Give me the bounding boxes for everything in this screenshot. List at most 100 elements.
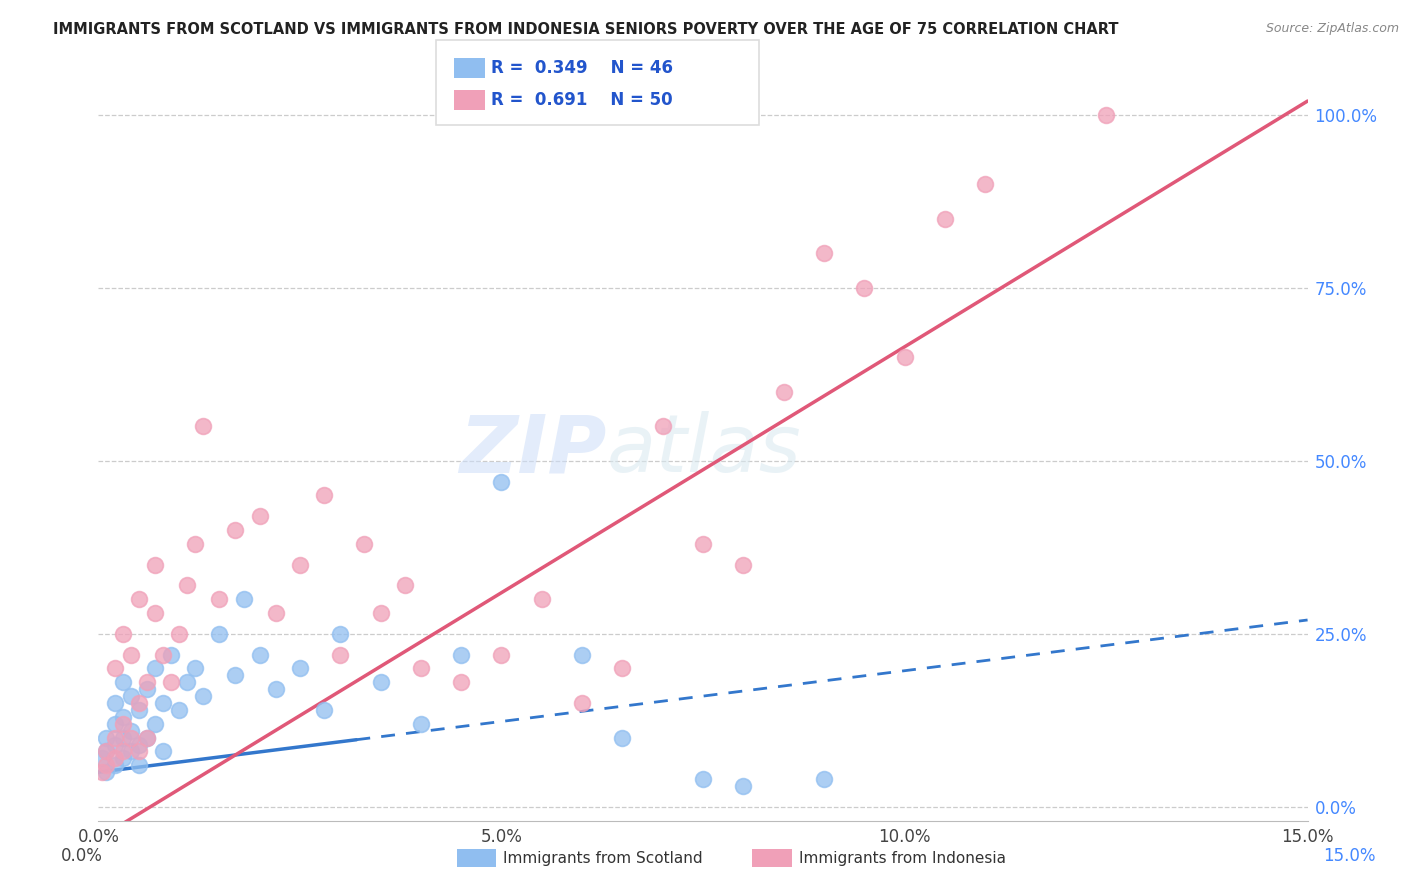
Point [128,592,150,607]
Point [491,475,513,489]
Point [450,675,472,690]
Point [111,716,134,731]
Point [103,731,125,745]
Point [974,177,997,191]
Point [612,731,634,745]
Point [692,772,714,786]
Point [167,627,190,641]
Point [224,668,246,682]
Point [288,661,311,675]
Point [370,675,392,690]
Text: Immigrants from Indonesia: Immigrants from Indonesia [799,851,1005,865]
Point [224,523,246,537]
Point [651,419,673,434]
Point [160,675,183,690]
Point [571,648,593,662]
Point [176,578,198,592]
Point [370,606,392,620]
Point [853,281,876,295]
Text: atlas: atlas [606,411,801,490]
Point [96,731,118,745]
Point [176,675,198,690]
Text: Immigrants from Scotland: Immigrants from Scotland [503,851,703,865]
Point [135,682,157,697]
Point [128,744,150,758]
Point [143,661,166,675]
Point [1095,108,1118,122]
Point [96,744,118,758]
Point [208,627,231,641]
Point [612,661,634,675]
Point [184,537,207,551]
Point [135,675,157,690]
Point [111,751,134,765]
Point [128,738,150,752]
Point [91,751,114,765]
Point [409,661,432,675]
Point [120,689,142,703]
Text: ZIP: ZIP [458,411,606,490]
Point [128,758,150,772]
Text: Source: ZipAtlas.com: Source: ZipAtlas.com [1265,22,1399,36]
Point [733,558,755,572]
Text: IMMIGRANTS FROM SCOTLAND VS IMMIGRANTS FROM INDONESIA SENIORS POVERTY OVER THE A: IMMIGRANTS FROM SCOTLAND VS IMMIGRANTS F… [53,22,1119,37]
Point [111,675,134,690]
Point [143,606,166,620]
Point [120,723,142,738]
Point [167,703,190,717]
Point [103,696,125,710]
Point [450,648,472,662]
Point [249,648,271,662]
Point [288,558,311,572]
Point [96,758,118,772]
Point [394,578,416,592]
Point [249,509,271,524]
Point [103,738,125,752]
Text: 0.0%: 0.0% [60,847,103,865]
Point [152,648,174,662]
Point [314,488,336,502]
Point [571,696,593,710]
Text: R =  0.691    N = 50: R = 0.691 N = 50 [491,91,672,109]
Point [111,627,134,641]
Point [813,246,835,260]
Point [128,696,150,710]
Point [143,716,166,731]
Point [103,716,125,731]
Point [193,419,215,434]
Point [314,703,336,717]
Point [208,592,231,607]
Point [111,710,134,724]
Point [120,744,142,758]
Point [264,682,287,697]
Point [232,592,254,607]
Point [813,772,835,786]
Point [184,661,207,675]
Point [329,648,352,662]
Point [491,648,513,662]
Point [934,211,956,226]
Point [409,716,432,731]
Point [893,350,915,364]
Point [135,731,157,745]
Point [193,689,215,703]
Point [530,592,553,607]
Point [91,765,114,780]
Point [264,606,287,620]
Point [96,744,118,758]
Point [353,537,375,551]
Point [135,731,157,745]
Point [120,731,142,745]
Point [111,744,134,758]
Point [772,384,794,399]
Text: 15.0%: 15.0% [1323,847,1376,865]
Point [103,751,125,765]
Text: R =  0.349    N = 46: R = 0.349 N = 46 [491,59,672,77]
Point [143,558,166,572]
Point [111,731,134,745]
Point [103,661,125,675]
Point [329,627,352,641]
Point [96,765,118,780]
Point [103,758,125,772]
Point [152,696,174,710]
